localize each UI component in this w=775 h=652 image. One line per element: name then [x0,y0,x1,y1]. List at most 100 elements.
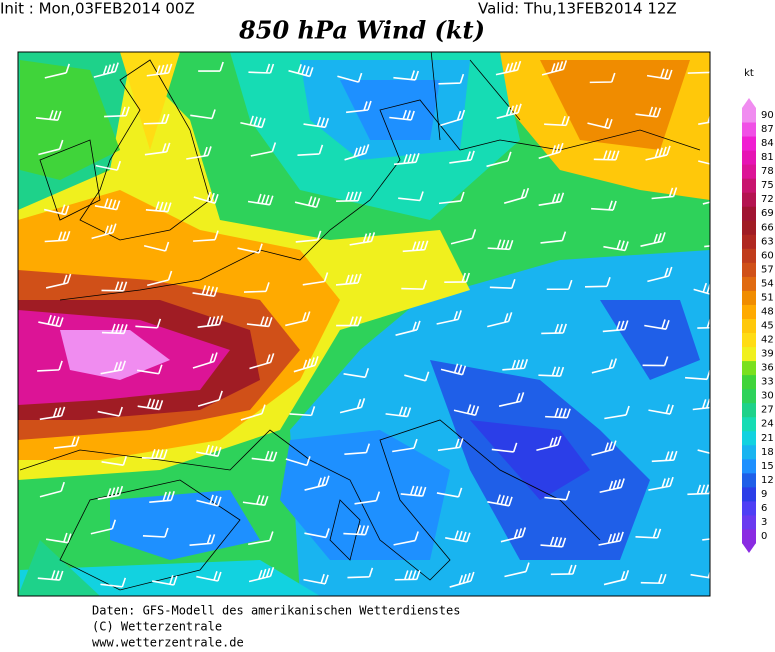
wind-barb [246,316,273,328]
colorbar-swatch [742,332,756,348]
colorbar-label: 66 [761,222,774,233]
wind-barb [143,113,170,125]
wind-barb [645,145,671,161]
wind-barb [149,491,175,504]
wind-barb [37,570,64,581]
wind-barb [453,404,480,417]
wind-barb [487,239,514,251]
wind-barb [589,72,616,84]
wind-barb [495,60,522,76]
wind-barb [603,570,630,586]
wind-barb [648,404,674,415]
wind-barb [101,323,128,335]
colorbar-swatch [742,136,756,151]
colorbar-swatch [742,178,756,193]
colorbar-label: 48 [761,306,774,317]
wind-barb [189,534,216,547]
wind-barb [687,484,710,496]
wind-barb [303,573,329,585]
wind-barb [393,152,420,166]
footer-line: www.wetterzentrale.de [92,636,244,649]
wind-barb [147,270,173,287]
colorbar-label: 24 [761,419,774,430]
colorbar-label: 90 [761,110,774,121]
colorbar-swatch [742,276,756,291]
wind-barb [544,115,570,127]
wind-barb [135,318,162,329]
wind-barb [604,405,630,420]
wind-barb [240,115,266,129]
wind-barb [394,570,421,581]
wind-barb [436,310,462,325]
wind-barb [498,392,525,407]
wind-barb [251,450,278,462]
colorbar-swatch [742,374,756,390]
wind-barb [303,116,330,129]
wind-barb [538,366,565,377]
wind-barb [584,277,611,288]
wind-barb [289,406,316,417]
wind-barb [587,118,613,130]
wind-barb [343,368,370,379]
wind-barb [438,191,465,205]
wind-barb [142,527,169,538]
colorbar-label: 15 [761,461,774,472]
wind-barbs [35,60,710,588]
colorbar-label: 3 [761,517,767,528]
colorbar-swatch [742,290,756,305]
colorbar-swatch [742,486,756,502]
colorbar: kt 0369121518212427303336394245485154576… [742,68,774,554]
wind-barb [354,491,381,505]
colorbar-swatch [742,346,756,362]
colorbar-label: 18 [761,447,774,458]
wind-barb [45,273,72,289]
wind-barb [196,444,222,457]
wind-barb [336,191,362,202]
wind-barb [249,353,275,370]
wind-barb [137,398,164,411]
colorbar-label: 6 [761,503,767,514]
colorbar-label: 27 [761,405,774,416]
wind-barb [53,436,80,449]
wind-barb [247,193,274,206]
wind-barb [402,240,429,253]
wind-barb [436,487,463,498]
map-title: 850 hPa Wind (kt) [238,16,485,45]
wind-barb [393,531,419,546]
wind-barb [336,316,362,327]
wind-barb [698,114,710,125]
wind-barb [293,356,319,373]
colorbar-swatch [742,192,756,207]
wind-barb [44,230,71,243]
wind-barb [302,272,329,286]
wind-barb [401,279,428,290]
wind-barb [651,450,678,463]
wind-barb [39,481,65,498]
wind-barb [651,187,678,200]
wind-barb [692,398,710,411]
colorbar-swatch [742,206,756,221]
wind-barb [438,73,465,85]
colorbar-label: 36 [761,363,774,374]
wind-barb [486,151,512,168]
wind-barb [100,360,127,375]
wind-barb [344,443,371,455]
colorbar-label: 45 [761,321,774,332]
colorbar-swatch [742,262,756,277]
wind-barb [538,142,564,160]
wind-barb [285,311,311,327]
wind-barb [404,371,430,382]
wind-barb [250,142,277,157]
wind-barb [145,201,172,213]
wind-barb [100,577,127,588]
colorbar-unit: kt [744,68,754,79]
wind-barb [437,438,464,452]
wind-barb [646,68,673,80]
wind-barb [536,435,562,452]
colorbar-label: 0 [761,531,767,542]
colorbar-label: 12 [761,475,774,486]
wind-barb [500,527,527,543]
colorbar-label: 54 [761,278,774,289]
colorbar-swatch [742,472,756,488]
wind-barb [294,196,321,208]
